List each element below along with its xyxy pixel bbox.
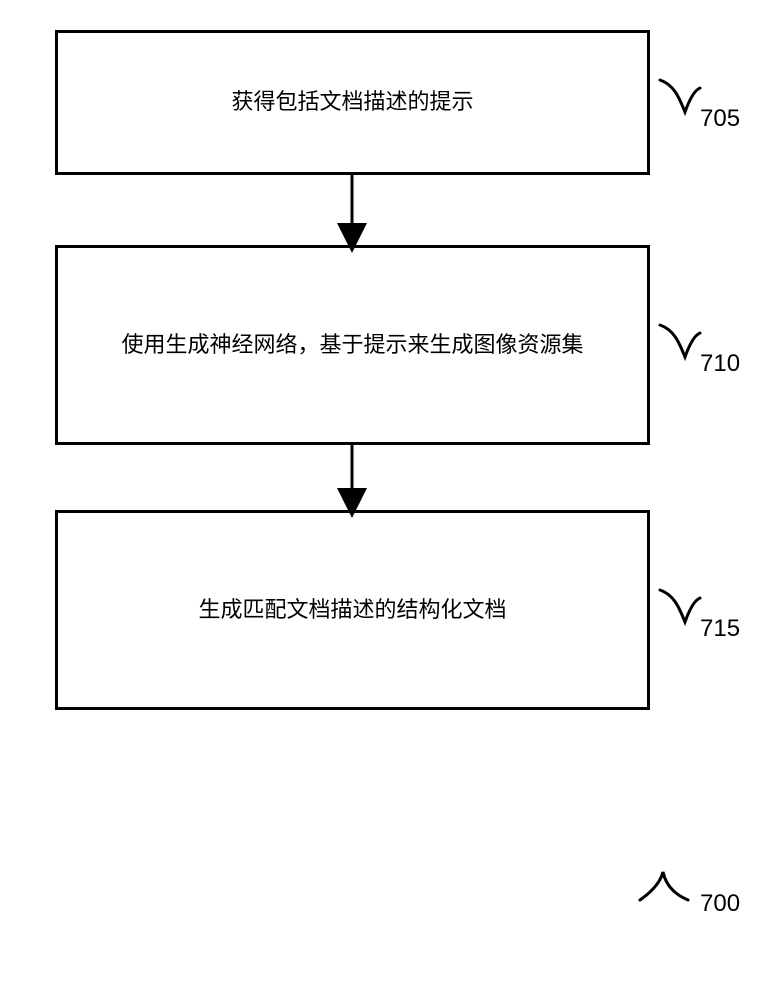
flow-step-715-text: 生成匹配文档描述的结构化文档: [198, 595, 506, 626]
flow-step-710-text: 使用生成神经网络，基于提示来生成图像资源集: [121, 330, 583, 361]
flow-step-710-label: 710: [700, 350, 740, 378]
flow-step-705-label: 705: [700, 105, 740, 133]
figure-label-700: 700: [700, 890, 740, 918]
callout-curve-715: [660, 590, 700, 622]
flow-step-705: 获得包括文档描述的提示: [55, 30, 650, 175]
flowchart-canvas: 获得包括文档描述的提示 705 使用生成神经网络，基于提示来生成图像资源集 71…: [0, 0, 778, 1000]
callout-curve-700: [640, 872, 688, 900]
flow-step-705-text: 获得包括文档描述的提示: [231, 87, 473, 118]
flow-step-710: 使用生成神经网络，基于提示来生成图像资源集: [55, 245, 650, 445]
flow-step-715: 生成匹配文档描述的结构化文档: [55, 510, 650, 710]
callout-curve-705: [660, 80, 700, 112]
flow-step-715-label: 715: [700, 615, 740, 643]
callout-curve-710: [660, 325, 700, 357]
